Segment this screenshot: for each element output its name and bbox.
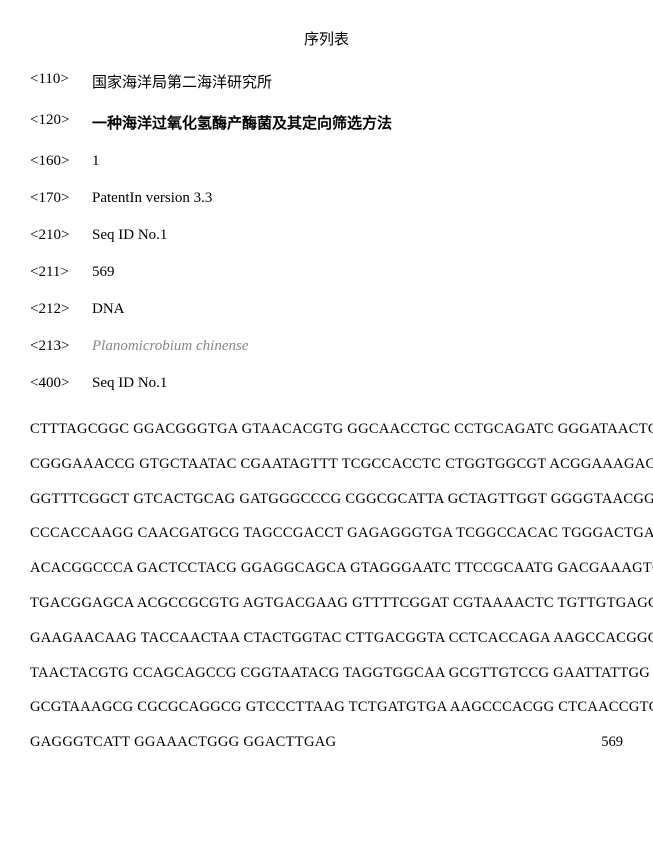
- sequence-line: GCGTAAAGCG CGCGCAGGCG GTCCCTTAAG TCTGATG…: [30, 690, 623, 725]
- field-row: <120>一种海洋过氧化氢酶产酶菌及其定向筛选方法: [30, 112, 623, 133]
- field-row: <213>Planomicrobium chinense: [30, 338, 623, 355]
- sequence-line: GAGGGTCATT GGAAACTGGG GGACTTGAG 569: [30, 725, 623, 760]
- field-row: <211>569: [30, 264, 623, 281]
- field-row: <210>Seq ID No.1: [30, 227, 623, 244]
- field-value: 1: [92, 153, 623, 170]
- field-value: PatentIn version 3.3: [92, 190, 623, 207]
- field-value: 一种海洋过氧化氢酶产酶菌及其定向筛选方法: [92, 112, 623, 133]
- field-value: Planomicrobium chinense: [92, 338, 623, 355]
- sequence-text: GAGGGTCATT GGAAACTGGG GGACTTGAG: [30, 725, 336, 760]
- field-row: <160>1: [30, 153, 623, 170]
- field-value: DNA: [92, 301, 623, 318]
- sequence-text: GGTTTCGGCT GTCACTGCAG GATGGGCCCG CGGCGCA…: [30, 482, 653, 517]
- sequence-text: CTTTAGCGGC GGACGGGTGA GTAACACGTG GGCAACC…: [30, 412, 653, 447]
- field-tag: <160>: [30, 153, 92, 170]
- sequence-line: GGTTTCGGCT GTCACTGCAG GATGGGCCCG CGGCGCA…: [30, 482, 623, 517]
- field-tag: <211>: [30, 264, 92, 281]
- field-tag: <400>: [30, 375, 92, 392]
- field-row: <110>国家海洋局第二海洋研究所: [30, 71, 623, 92]
- field-value: Seq ID No.1: [92, 227, 623, 244]
- sequence-text: TGACGGAGCA ACGCCGCGTG AGTGACGAAG GTTTTCG…: [30, 586, 653, 621]
- sequence-line: ACACGGCCCA GACTCCTACG GGAGGCAGCA GTAGGGA…: [30, 551, 623, 586]
- sequence-line: CTTTAGCGGC GGACGGGTGA GTAACACGTG GGCAACC…: [30, 412, 623, 447]
- sequence-text: TAACTACGTG CCAGCAGCCG CGGTAATACG TAGGTGG…: [30, 656, 650, 691]
- sequence-text: ACACGGCCCA GACTCCTACG GGAGGCAGCA GTAGGGA…: [30, 551, 653, 586]
- field-tag: <170>: [30, 190, 92, 207]
- fields-container: <110>国家海洋局第二海洋研究所<120>一种海洋过氧化氢酶产酶菌及其定向筛选…: [30, 71, 623, 392]
- field-tag: <120>: [30, 112, 92, 133]
- field-tag: <110>: [30, 71, 92, 92]
- field-value: 569: [92, 264, 623, 281]
- sequence-text: CGGGAAACCG GTGCTAATAC CGAATAGTTT TCGCCAC…: [30, 447, 653, 482]
- sequence-line: GAAGAACAAG TACCAACTAA CTACTGGTAC CTTGACG…: [30, 621, 623, 656]
- field-tag: <212>: [30, 301, 92, 318]
- field-value: Seq ID No.1: [92, 375, 623, 392]
- sequence-listing-title: 序列表: [30, 28, 623, 49]
- field-tag: <213>: [30, 338, 92, 355]
- sequence-line: CCCACCAAGG CAACGATGCG TAGCCGACCT GAGAGGG…: [30, 516, 623, 551]
- sequence-text: GCGTAAAGCG CGCGCAGGCG GTCCCTTAAG TCTGATG…: [30, 690, 653, 725]
- sequence-block: CTTTAGCGGC GGACGGGTGA GTAACACGTG GGCAACC…: [30, 412, 623, 760]
- field-row: <212>DNA: [30, 301, 623, 318]
- field-tag: <210>: [30, 227, 92, 244]
- sequence-text: GAAGAACAAG TACCAACTAA CTACTGGTAC CTTGACG…: [30, 621, 653, 656]
- field-row: <170>PatentIn version 3.3: [30, 190, 623, 207]
- sequence-line: TGACGGAGCA ACGCCGCGTG AGTGACGAAG GTTTTCG…: [30, 586, 623, 621]
- field-row: <400>Seq ID No.1: [30, 375, 623, 392]
- field-value: 国家海洋局第二海洋研究所: [92, 71, 623, 92]
- sequence-position: 569: [593, 725, 623, 760]
- sequence-text: CCCACCAAGG CAACGATGCG TAGCCGACCT GAGAGGG…: [30, 516, 653, 551]
- sequence-line: TAACTACGTG CCAGCAGCCG CGGTAATACG TAGGTGG…: [30, 656, 623, 691]
- sequence-line: CGGGAAACCG GTGCTAATAC CGAATAGTTT TCGCCAC…: [30, 447, 623, 482]
